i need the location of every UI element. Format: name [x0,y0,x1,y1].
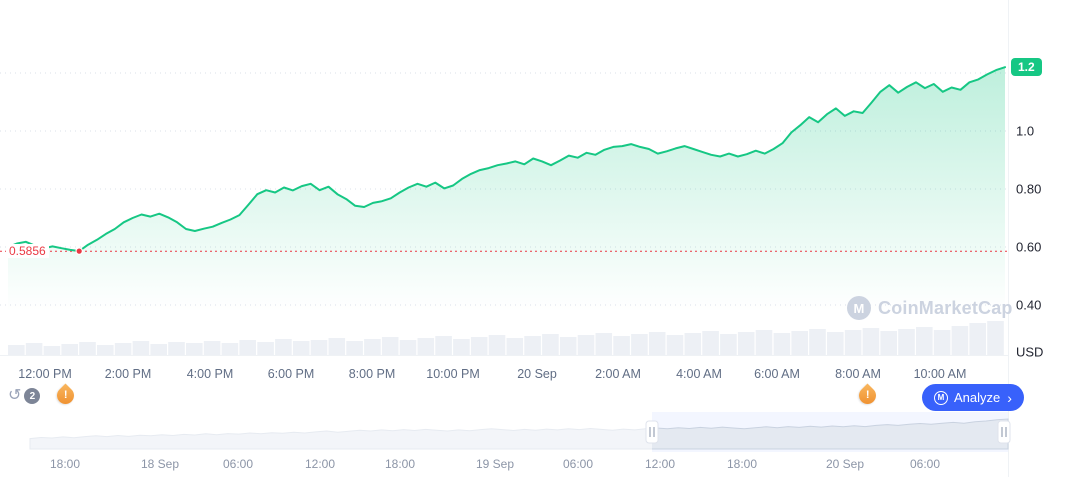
watermark-text: CoinMarketCap [878,297,1013,318]
y-axis-label: 1.0 [1016,123,1035,139]
x-axis-label: 10:00 PM [426,367,480,381]
x-axis-label: 4:00 PM [186,367,234,381]
navigator-axis-label: 06:00 [909,457,941,471]
event-marker-glyph: ! [865,388,870,401]
chart-bottom-divider [0,355,1008,356]
history-count-chip[interactable]: ↺ 2 [8,387,41,404]
navigator-handle[interactable] [645,420,659,444]
navigator-axis-label: 18:00 [49,457,81,471]
coinmarketcap-logo-icon: M [847,296,871,320]
watermark: M CoinMarketCap [847,296,1013,320]
low-point-dot [75,247,84,255]
event-marker-glyph: ! [63,388,68,401]
x-axis-label: 2:00 AM [595,367,641,381]
history-clock-icon: ↺ [8,387,22,404]
chevron-right-icon: › [1007,389,1012,406]
x-axis-label: 12:00 PM [18,367,72,381]
x-axis-label: 4:00 AM [676,367,722,381]
coinmarketcap-mini-logo-icon: M [934,390,948,405]
navigator-axis-label: 06:00 [222,457,254,471]
current-price-badge: 1.2 [1011,58,1042,77]
x-axis-label: 10:00 AM [913,367,967,381]
y-axis-label: 0.80 [1016,181,1042,197]
y-axis-unit-label: USD [1016,344,1044,360]
navigator-axis-label: 18 Sep [140,457,180,471]
navigator-axis-label: 18:00 [384,457,416,471]
y-axis-label: 0.40 [1016,297,1042,313]
navigator-handle[interactable] [997,420,1011,444]
navigator-axis-label: 18:00 [726,457,758,471]
x-axis-label: 8:00 AM [835,367,881,381]
analyze-button-label: Analyze [954,390,1001,405]
axis-divider [1008,0,1009,477]
price-area [8,67,1005,355]
history-count-badge: 2 [24,388,41,404]
event-marker-icon[interactable]: ! [855,383,880,408]
navigator-unselected-mask [0,412,652,452]
navigator-axis-label: 12:00 [644,457,676,471]
x-axis-label: 8:00 PM [348,367,396,381]
navigator-axis-label: 19 Sep [475,457,515,471]
event-marker-icon[interactable]: ! [53,383,78,408]
navigator-axis-label: 12:00 [304,457,336,471]
price-chart[interactable] [0,0,1008,355]
y-axis-label: 0.60 [1016,239,1042,255]
price-line [7,66,1006,253]
x-axis-label: 6:00 AM [754,367,800,381]
analyze-button[interactable]: M Analyze › [922,384,1024,411]
x-axis-label: 6:00 PM [267,367,315,381]
navigator-axis-label: 06:00 [562,457,594,471]
x-axis-label: 20 Sep [517,367,557,381]
low-price-label: 0.5856 [6,244,49,259]
x-axis-label: 2:00 PM [104,367,152,381]
navigator-axis-label: 20 Sep [825,457,865,471]
timeline-navigator[interactable] [0,412,1072,452]
